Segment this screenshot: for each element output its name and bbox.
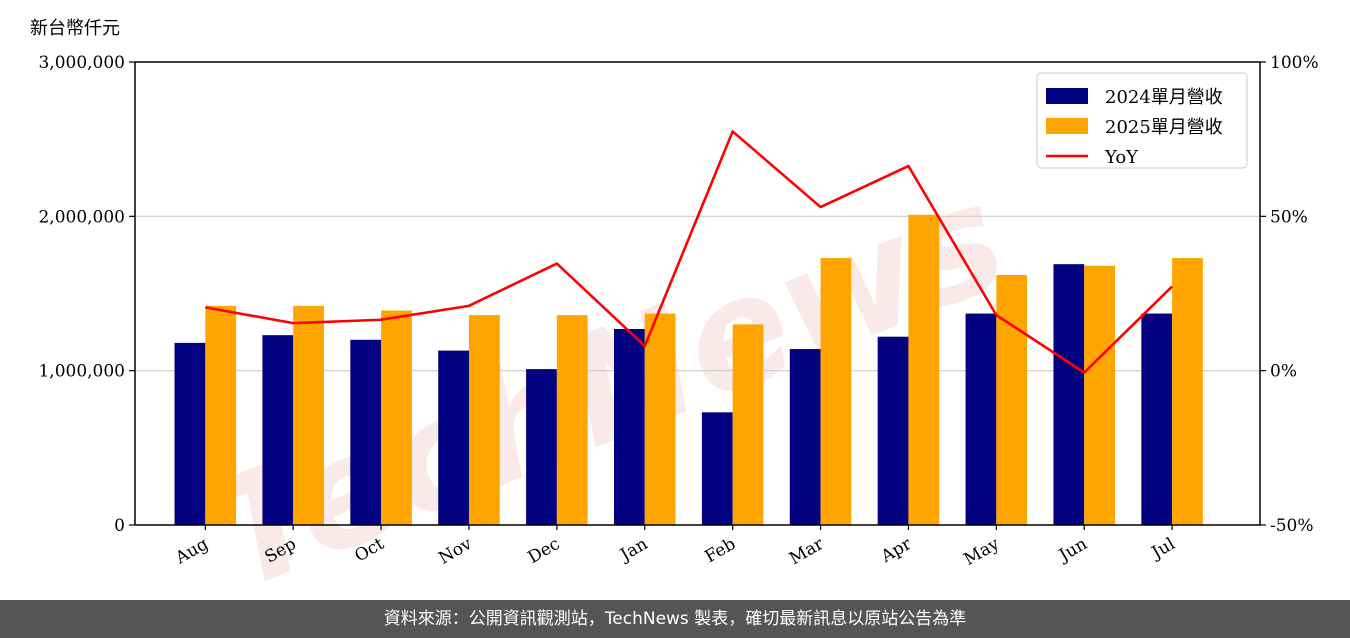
x-tick-label: Dec: [525, 534, 564, 568]
revenue-chart: TechNews 新台幣仟元 01,000,0002,000,0003,000,…: [30, 18, 1319, 600]
source-footer: 資料來源：公開資訊觀測站，TechNews 製表，確切最新訊息以原站公告為準: [0, 600, 1350, 638]
bar-2024: [262, 335, 294, 525]
y-tick-label: 0: [114, 516, 125, 536]
y-tick-label: 2,000,000: [38, 207, 125, 227]
y2-tick-label: 50%: [1270, 207, 1308, 227]
x-tick-label: Jul: [1147, 534, 1179, 564]
bar-2025: [205, 305, 237, 525]
bar-2025: [996, 274, 1028, 525]
x-tick-label: Jun: [1054, 534, 1091, 567]
yoy-line: [205, 130, 1174, 374]
bar-2024: [877, 336, 909, 525]
x-tick-label: Apr: [877, 534, 916, 568]
legend-box: [1036, 72, 1248, 169]
bar-2025: [293, 305, 324, 525]
legend-label: 2025單月營收: [1105, 117, 1223, 138]
x-tick-label: Feb: [702, 534, 740, 567]
y2-tick-label: -50%: [1270, 516, 1314, 536]
bar-2024: [526, 369, 557, 525]
bar-2024: [174, 342, 206, 525]
bar-2024: [350, 339, 382, 525]
bar-2024: [701, 412, 733, 525]
bar-2024: [965, 313, 997, 525]
legend: 2024單月營收 2025單月營收 YoY: [1036, 72, 1248, 169]
x-tick-label: May: [961, 534, 1004, 570]
bar-2025: [468, 315, 500, 525]
y2-tick-label: 100%: [1270, 53, 1319, 73]
bar-2024: [1141, 313, 1173, 525]
bar-2024: [1053, 264, 1085, 525]
bar-2025: [908, 214, 940, 526]
y-tick-label: 1,000,000: [38, 362, 125, 382]
axes: [134, 61, 1261, 526]
bars: [174, 214, 1203, 526]
y2-tick-label: 0%: [1270, 362, 1297, 382]
bar-2025: [644, 313, 676, 525]
bar-2024: [438, 350, 469, 525]
legend-label: YoY: [1104, 147, 1139, 168]
bar-2025: [820, 258, 852, 525]
legend-swatch: [1046, 88, 1088, 104]
bar-2025: [381, 310, 412, 525]
bar-2025: [556, 315, 588, 525]
legend-swatch: [1046, 118, 1088, 134]
yoy-line-layer: [205, 130, 1174, 374]
y-unit-label: 新台幣仟元: [30, 18, 120, 39]
y-tick-label: 3,000,000: [38, 53, 125, 73]
x-tick-label: Aug: [171, 534, 212, 569]
bar-2025: [1084, 265, 1115, 525]
x-tick-label: Jan: [615, 534, 651, 566]
legend-label: 2024單月營收: [1105, 87, 1223, 108]
bar-2025: [732, 324, 764, 525]
x-tick-label: Mar: [786, 534, 828, 570]
bar-2024: [789, 349, 821, 525]
bar-2025: [1172, 258, 1203, 525]
bar-2024: [614, 328, 645, 525]
